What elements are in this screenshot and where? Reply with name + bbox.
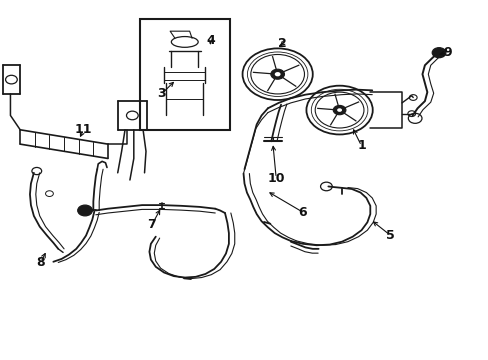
Text: 4: 4 [205, 33, 214, 47]
Text: 7: 7 [147, 218, 156, 231]
Circle shape [274, 72, 280, 76]
Text: 6: 6 [298, 206, 306, 219]
Circle shape [332, 105, 345, 115]
Circle shape [270, 69, 284, 79]
Text: 8: 8 [36, 256, 45, 269]
Text: 1: 1 [356, 139, 365, 152]
Text: 5: 5 [386, 229, 394, 242]
Text: 2: 2 [278, 37, 286, 50]
Text: 9: 9 [442, 46, 451, 59]
Bar [140, 19, 229, 130]
Circle shape [431, 48, 445, 58]
Text: 10: 10 [267, 172, 285, 185]
Text: 3: 3 [157, 87, 165, 100]
Text: 11: 11 [75, 123, 92, 136]
Circle shape [78, 205, 92, 216]
Circle shape [336, 108, 341, 112]
